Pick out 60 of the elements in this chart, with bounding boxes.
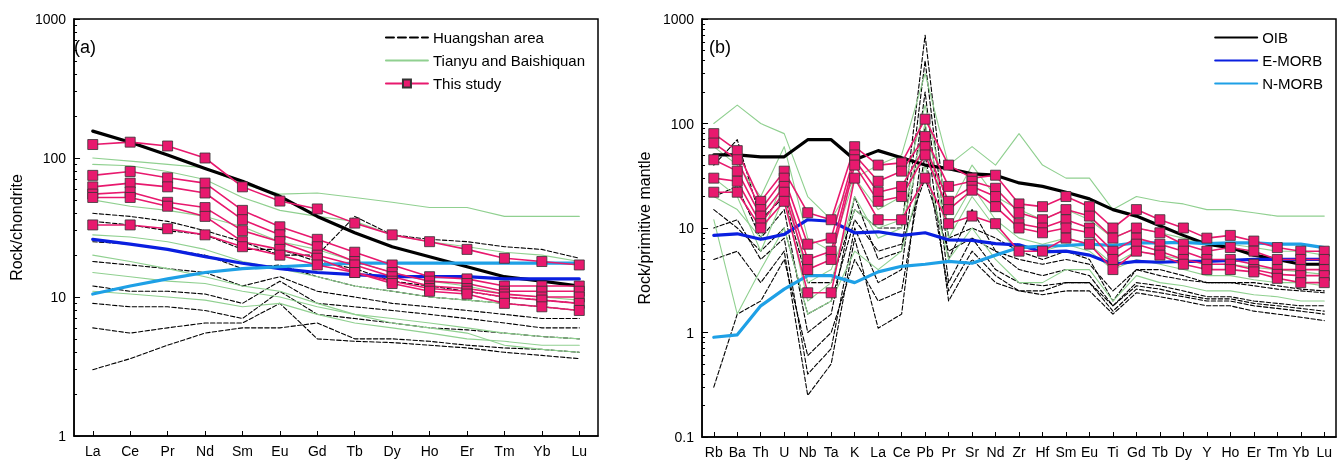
x-tick-label: Ba [728,444,747,460]
y-tick-label: 1 [58,428,67,444]
x-tick-label: La [870,444,887,460]
x-tick-label: Nd [986,444,1005,460]
y-axis-title: Rock/primitive mantle [635,151,653,305]
x-tick-label: Eu [1080,444,1099,460]
x-tick-label: Tb [1151,444,1169,460]
x-tick-label: Gd [1127,444,1146,460]
x-tick-label: Er [1246,444,1262,460]
x-tick-label: Dy [1174,444,1192,460]
x-tick-label: Eu [271,443,289,459]
y-tick-label: 1000 [662,11,695,27]
x-tick-label: Ho [1221,444,1240,460]
y-tick-label: 100 [42,150,67,166]
x-tick-label: Ti [1107,444,1119,460]
x-tick-label: Ce [121,443,140,459]
y-axis-title: Rock/chondrite [7,174,25,281]
x-tick-label: Yb [1292,444,1310,460]
x-tick-label: Ta [823,444,839,460]
y-tick-label: 0.1 [674,429,695,445]
y-tick-label: 10 [678,220,695,236]
y-tick-label: 100 [670,115,695,132]
y-tick-label: 1 [686,324,695,341]
x-tick-label: Lu [571,443,588,459]
y-tick-label: 10 [50,289,67,305]
legend-label: Tianyu and Baishiquan [432,52,586,69]
x-tick-label: Th [752,444,769,460]
x-tick-label: Pr [941,444,956,460]
x-tick-label: Sm [231,443,253,459]
legend-label: This study [432,75,502,92]
x-tick-label: Tm [1267,444,1288,460]
text: (b) [709,37,731,57]
x-tick-label: Yb [533,443,551,459]
x-tick-label: Pr [160,443,175,459]
x-tick-label: Er [460,443,475,459]
x-tick-label: Pb [916,444,934,460]
x-tick-label: Dy [383,443,401,459]
y-tick-label: 1000 [34,11,67,27]
x-tick-label: Rb [704,444,723,460]
legend-label: OIB [1262,29,1289,46]
x-tick-label: Ce [892,444,911,460]
x-tick-label: Ho [420,443,439,459]
x-tick-label: Nb [798,444,817,460]
x-tick-label: La [84,443,101,459]
x-tick-label: Tm [494,443,515,459]
x-tick-label: Zr [1012,444,1026,460]
text: (a) [74,37,96,57]
x-tick-label: Hf [1035,444,1050,460]
x-tick-label: Sm [1055,444,1077,460]
x-tick-label: Nd [196,443,214,459]
x-tick-label: Y [1202,444,1213,460]
x-tick-label: Tb [346,443,364,459]
x-tick-label: Lu [1316,444,1333,460]
legend-label: E-MORB [1262,52,1323,69]
x-tick-label: Sr [965,444,980,460]
x-tick-label: Gd [307,443,327,459]
legend-label: N-MORB [1262,75,1323,92]
legend-label: Huangshan area [432,29,545,46]
x-tick-label: K [849,444,860,460]
x-tick-label: U [779,444,790,460]
